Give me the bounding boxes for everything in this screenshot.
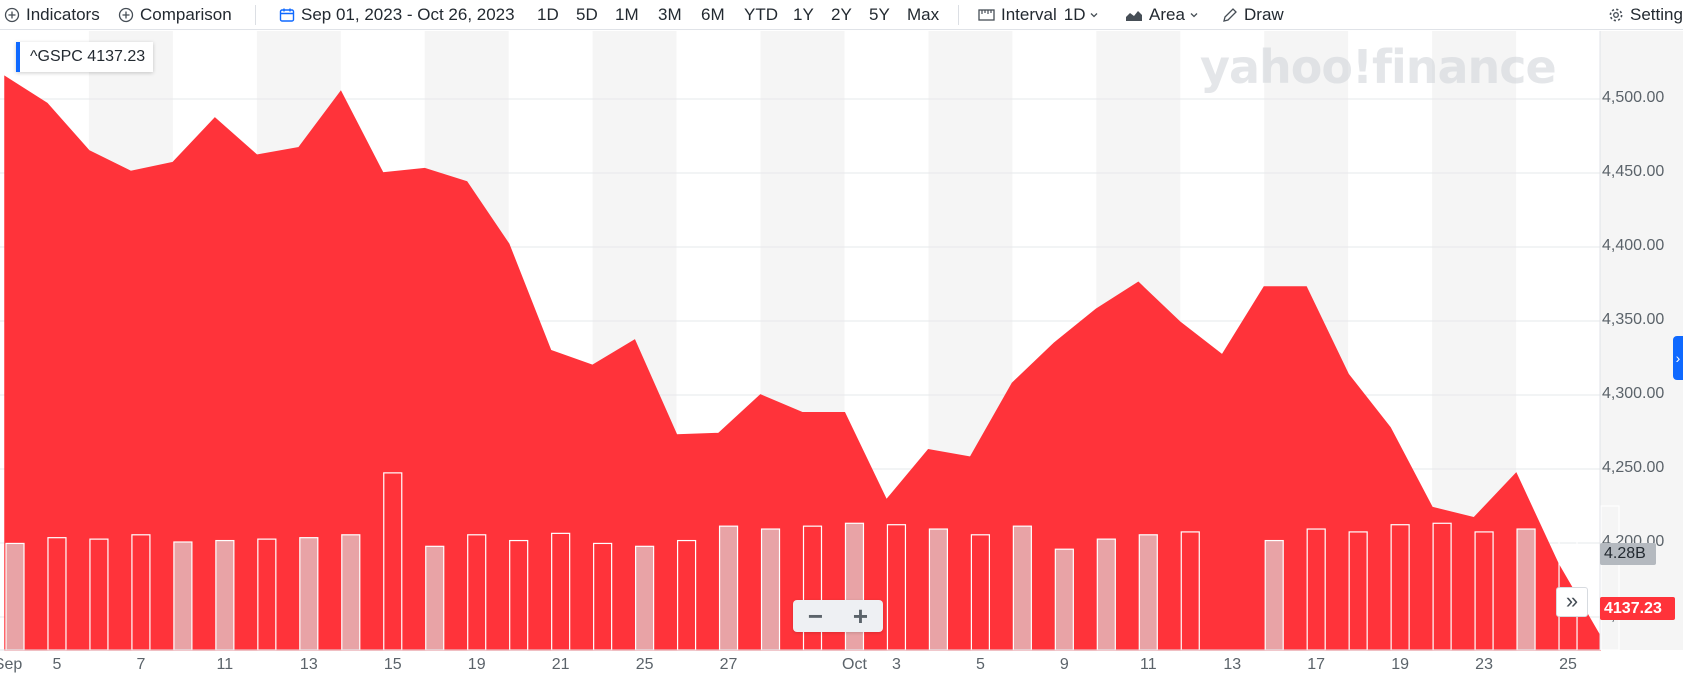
volume-bar [635, 545, 655, 651]
toolbar-divider [255, 5, 256, 25]
gear-icon [1609, 8, 1623, 21]
y-tick-label: 4,450.00 [1602, 163, 1665, 180]
range-5y-button[interactable]: 5Y [869, 5, 890, 24]
range-2y-button[interactable]: 2Y [831, 5, 852, 24]
plus-circle-icon [118, 7, 134, 22]
side-panel-toggle[interactable]: › [1673, 336, 1683, 380]
range-ytd-button[interactable]: YTD [744, 5, 778, 24]
range-1d-button[interactable]: 1D [537, 5, 559, 24]
volume-bar [215, 539, 235, 651]
x-tick-label: 17 [1307, 656, 1326, 673]
volume-bar [1012, 525, 1032, 651]
x-tick-label: Sep [0, 656, 23, 673]
volume-bar [1600, 505, 1620, 651]
date-range-label: Sep 01, 2023 - Oct 26, 2023 [301, 4, 515, 24]
x-tick-label: 25 [635, 656, 654, 673]
range-6m-button[interactable]: 6M [701, 5, 725, 24]
ruler-icon [978, 8, 995, 21]
x-tick-label: Oct [842, 656, 867, 673]
volume-bar [928, 528, 949, 651]
area-chart-icon [1126, 10, 1142, 21]
x-tick-label: 13 [299, 656, 318, 673]
x-tick-label: 23 [1475, 656, 1493, 673]
volume-bar [760, 528, 781, 651]
scroll-to-latest-button[interactable]: » [1556, 587, 1588, 617]
x-tick-label: 7 [136, 656, 146, 673]
toolbar-divider [958, 5, 959, 25]
chart-type-dropdown[interactable]: Area [1125, 0, 1199, 29]
range-1y-button[interactable]: 1Y [793, 5, 814, 24]
indicators-label: Indicators [26, 4, 100, 24]
range-max-button[interactable]: Max [907, 5, 940, 24]
volume-bar [5, 542, 25, 651]
y-tick-label: 4,350.00 [1602, 311, 1665, 328]
x-tick-label: 3 [891, 656, 901, 673]
current-price-badge: 4137.23 [1600, 597, 1675, 620]
interval-dropdown[interactable]: Interval 1D [978, 0, 1099, 29]
settings-label: Settings [1630, 4, 1683, 24]
volume-bar [1138, 534, 1158, 651]
settings-button[interactable]: Settings [1608, 0, 1683, 29]
comparison-button[interactable]: Comparison [118, 0, 232, 29]
x-tick-label: 11 [1139, 656, 1157, 673]
x-tick-label: 15 [383, 656, 402, 673]
x-tick-label: 21 [551, 656, 570, 673]
draw-button[interactable]: Draw [1222, 0, 1284, 29]
volume-bar [1516, 528, 1536, 651]
volume-bar [299, 537, 319, 651]
volume-bar [1096, 538, 1116, 651]
plus-circle-icon [4, 7, 20, 22]
y-tick-label: 4,250.00 [1602, 459, 1665, 476]
volume-bar [341, 534, 361, 651]
range-1m-button[interactable]: 1M [615, 5, 639, 24]
draw-label: Draw [1244, 4, 1284, 24]
interval-label: Interval [1001, 4, 1057, 24]
x-tick-label: 11 [216, 656, 234, 673]
y-tick-label: 4,300.00 [1602, 385, 1665, 402]
symbol-label: ^GSPC 4137.23 [16, 42, 154, 72]
x-tick-label: 27 [719, 656, 738, 673]
volume-bar [718, 525, 739, 651]
zoom-out-button[interactable]: − [807, 601, 824, 631]
volume-bar [425, 545, 445, 651]
chevron-down-icon [1091, 12, 1098, 17]
x-tick-label: 25 [1559, 656, 1577, 673]
x-tick-label: 9 [1059, 656, 1069, 673]
range-5d-button[interactable]: 5D [576, 5, 598, 24]
volume-bar [1054, 548, 1074, 651]
yahoo-finance-watermark: yahoo!finance [1200, 40, 1557, 94]
x-tick-label: 5 [975, 656, 985, 673]
x-tick-label: 19 [467, 656, 486, 673]
zoom-in-button[interactable]: + [852, 601, 869, 631]
volume-badge: 4.28B [1600, 543, 1656, 565]
y-tick-label: 4,400.00 [1602, 237, 1665, 254]
date-range-button[interactable]: Sep 01, 2023 - Oct 26, 2023 [279, 0, 515, 29]
volume-bar [173, 541, 193, 651]
chevron-down-icon [1190, 12, 1198, 17]
chart-toolbar: Indicators Comparison Sep 01, 2023 - Oct… [0, 0, 1683, 30]
x-tick-label: 5 [52, 656, 62, 673]
price-area-series [4, 75, 1601, 651]
chart-type-label: Area [1149, 4, 1185, 24]
indicators-button[interactable]: Indicators [4, 0, 100, 29]
zoom-control: − + [793, 600, 883, 632]
y-tick-label: 4,500.00 [1602, 89, 1665, 106]
range-3m-button[interactable]: 3M [658, 5, 682, 24]
calendar-icon [279, 8, 295, 22]
x-tick-label: 13 [1223, 656, 1242, 673]
comparison-label: Comparison [140, 4, 232, 24]
x-tick-label: 19 [1391, 656, 1410, 673]
volume-bar [1264, 539, 1284, 651]
price-chart-svg[interactable] [0, 31, 1683, 682]
interval-value: 1D [1063, 4, 1086, 24]
pencil-icon [1223, 7, 1237, 22]
